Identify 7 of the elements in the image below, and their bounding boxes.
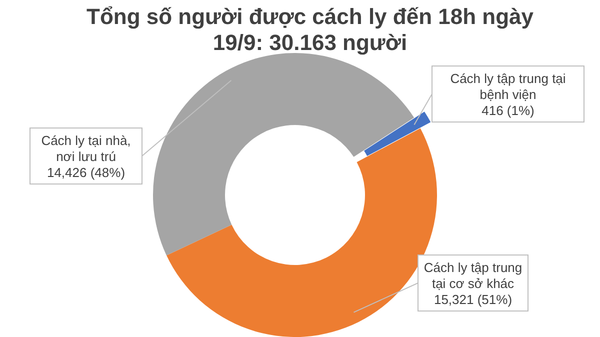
data-label: 14,426 (48%) — [46, 165, 126, 180]
slice-label: Cách ly tập trung tại bệnh viện — [450, 71, 566, 102]
chart-title: Tổng số người được cách ly đến 18h ngày 19/9: 30.163 người — [86, 4, 534, 55]
slice-label: Cách ly tại nhà, nơi lưu trú — [41, 133, 131, 164]
data-label: 416 (1%) — [482, 103, 534, 118]
data-label: 15,321 (51%) — [434, 292, 512, 307]
slice-label: Cách ly tập trung tại cơ sở khác — [424, 260, 522, 291]
